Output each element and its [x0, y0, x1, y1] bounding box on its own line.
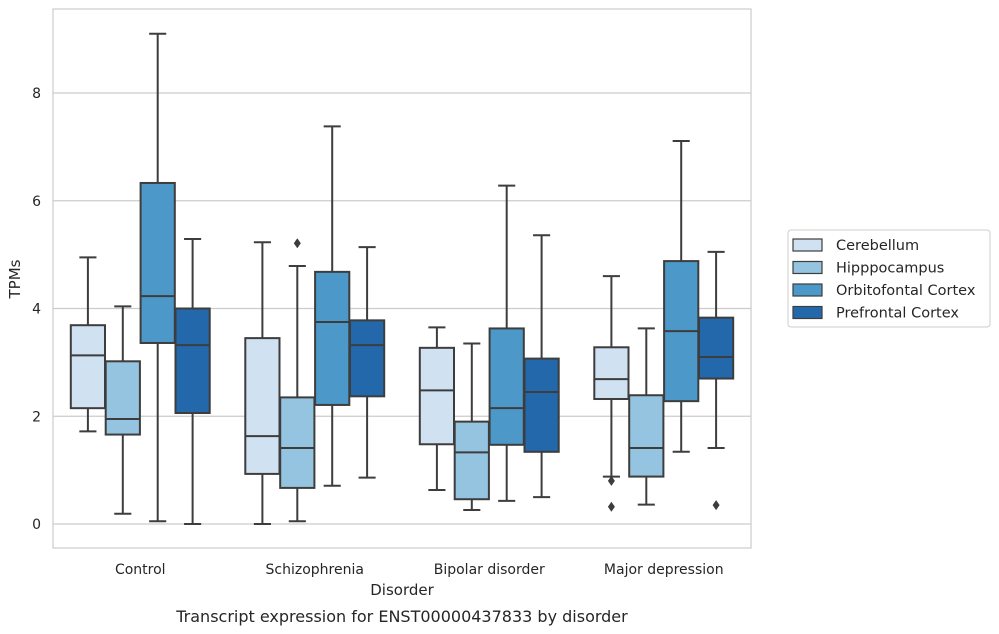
box [453, 420, 490, 501]
box-group [244, 125, 386, 525]
y-tick-labels: 0 2 4 6 8 [32, 86, 41, 533]
box [279, 396, 316, 489]
box [348, 319, 386, 398]
legend-swatch [792, 305, 823, 320]
legend-label: Prefrontal Cortex [836, 306, 959, 322]
legend-swatch [792, 238, 823, 252]
box [244, 337, 281, 475]
box [593, 346, 630, 401]
y-tick-label: 2 [32, 409, 41, 425]
box [697, 316, 735, 380]
y-axis-label: TPMs [6, 259, 24, 299]
outlier-point [607, 475, 615, 486]
y-tick-label: 8 [32, 86, 41, 102]
outlier-point [293, 238, 301, 249]
box [628, 394, 665, 478]
box [174, 307, 211, 415]
box-group [69, 32, 211, 525]
x-tick-labels: Control Schizophrenia Bipolar disorder Majo… [115, 562, 724, 578]
legend-label: Cerebellum [836, 238, 919, 254]
box-groups [69, 32, 735, 525]
x-tick-label: Major depression [604, 562, 724, 578]
x-axis-label: Disorder [370, 581, 434, 599]
outlier-point [607, 501, 615, 512]
box-group [593, 139, 735, 512]
box [104, 360, 141, 436]
box [418, 346, 456, 446]
box [69, 324, 107, 410]
x-tick-label: Control [115, 562, 166, 578]
box [314, 270, 351, 406]
legend: Cerebellum Hipppocampus Orbitofontal Corte… [787, 229, 991, 328]
legend-frame [787, 229, 991, 328]
y-tick-label: 6 [32, 194, 41, 210]
chart-caption: Transcript expression for ENST0000043783… [175, 607, 628, 626]
legend-label: Hipppocampus [836, 261, 944, 277]
legend-swatch [792, 260, 823, 275]
box [139, 181, 176, 344]
box [488, 327, 525, 446]
box [523, 357, 560, 453]
legend-swatch [792, 283, 823, 297]
outlier-point [712, 500, 720, 511]
plot-area-frame [52, 8, 752, 549]
y-tick-label: 4 [32, 302, 41, 318]
x-tick-label: Bipolar disorder [434, 562, 545, 578]
x-tick-label: Schizophrenia [266, 562, 364, 578]
box-group [418, 184, 560, 511]
legend-label: Orbitofontal Cortex [836, 283, 976, 299]
y-tick-label: 0 [32, 517, 41, 533]
